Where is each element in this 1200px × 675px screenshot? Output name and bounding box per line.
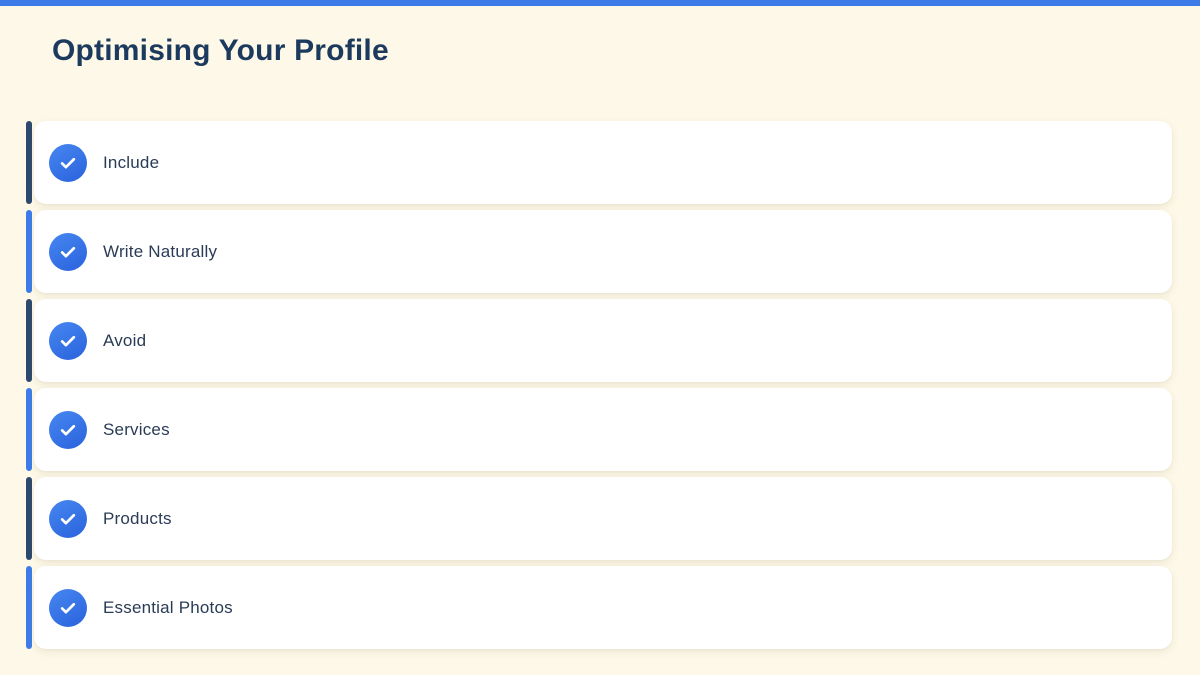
list-row: Products: [26, 477, 1172, 560]
checkmark-icon: [60, 602, 76, 613]
checkmark-icon: [60, 335, 76, 346]
accent-bar: [26, 121, 32, 204]
topic-label: Avoid: [103, 330, 147, 350]
checkmark-icon: [60, 157, 76, 168]
check-circle-button[interactable]: [49, 232, 87, 271]
list-row: Include: [26, 121, 1172, 204]
check-circle-button[interactable]: [49, 143, 87, 182]
checkmark-icon: [60, 246, 76, 257]
accent-bar: [26, 477, 32, 560]
topic-label: Include: [103, 152, 160, 172]
list-row: Services: [26, 388, 1172, 471]
topic-card[interactable]: Services: [34, 388, 1172, 471]
topic-list: Include Write Naturally Avoid: [0, 121, 1200, 649]
topic-card[interactable]: Write Naturally: [34, 210, 1172, 293]
checkmark-icon: [60, 424, 76, 435]
topic-card[interactable]: Essential Photos: [34, 566, 1172, 649]
topic-label: Services: [103, 419, 170, 439]
accent-bar: [26, 566, 32, 649]
accent-bar: [26, 299, 32, 382]
check-circle-button[interactable]: [49, 321, 87, 360]
topic-card[interactable]: Products: [34, 477, 1172, 560]
list-row: Write Naturally: [26, 210, 1172, 293]
check-circle-button[interactable]: [49, 588, 87, 627]
topic-label: Products: [103, 508, 172, 528]
topic-label: Write Naturally: [103, 241, 218, 261]
check-circle-button[interactable]: [49, 499, 87, 538]
check-circle-button[interactable]: [49, 410, 87, 449]
topic-card[interactable]: Include: [34, 121, 1172, 204]
top-accent-bar: [0, 0, 1200, 6]
checkmark-icon: [60, 513, 76, 524]
topic-label: Essential Photos: [103, 597, 233, 617]
topic-card[interactable]: Avoid: [34, 299, 1172, 382]
list-row: Essential Photos: [26, 566, 1172, 649]
accent-bar: [26, 388, 32, 471]
page-title: Optimising Your Profile: [52, 34, 389, 67]
accent-bar: [26, 210, 32, 293]
list-row: Avoid: [26, 299, 1172, 382]
